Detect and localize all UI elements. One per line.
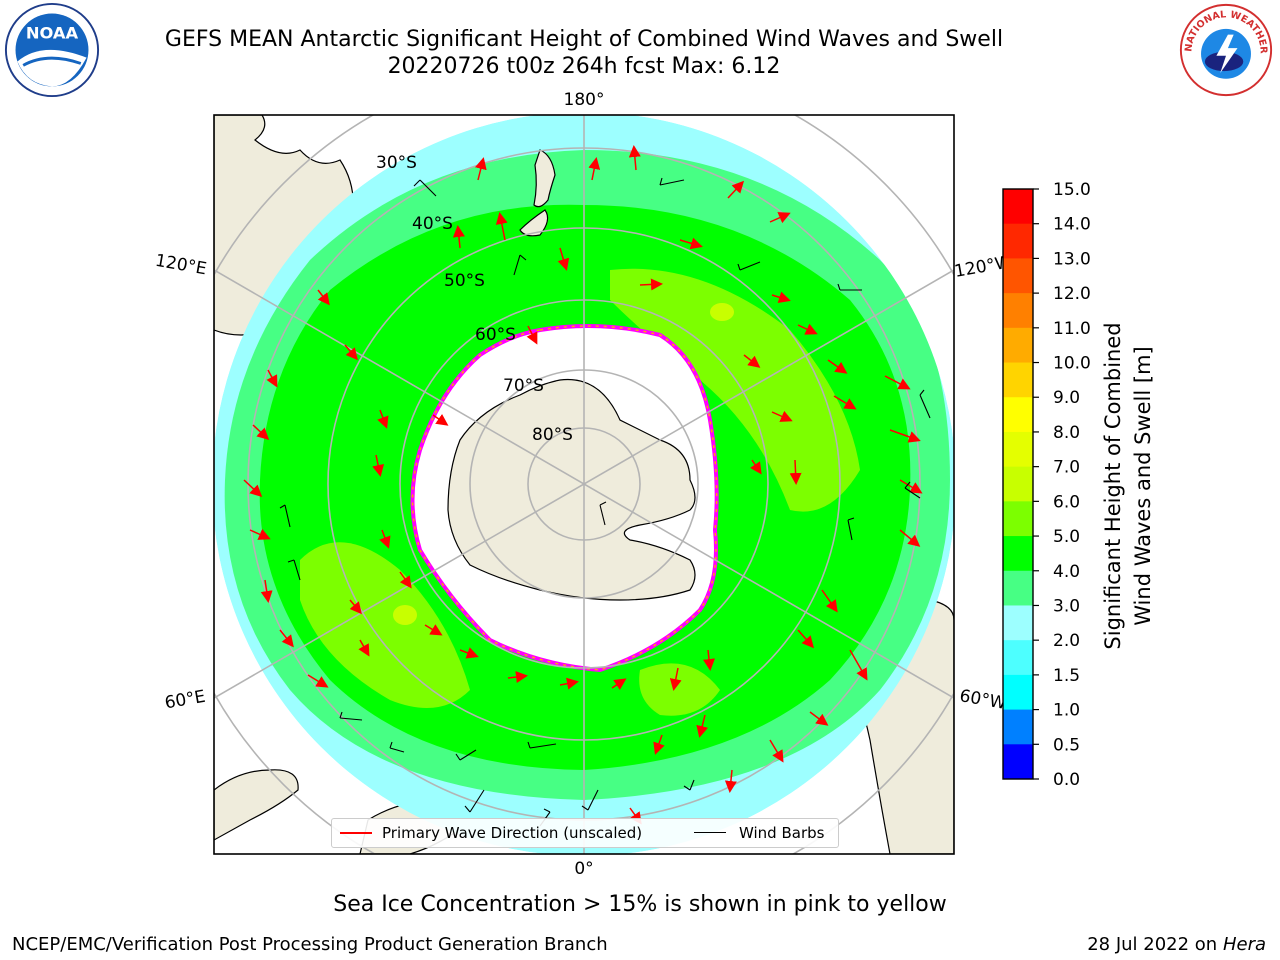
colorbar-frame: [1002, 188, 1034, 780]
lon-label-120e: 120°E: [154, 251, 208, 280]
map-title-line1: GEFS MEAN Antarctic Significant Height o…: [164, 27, 1004, 52]
lat-label-30s: 30°S: [376, 153, 417, 173]
colorbar-tick-label: 0.5: [1053, 735, 1080, 755]
colorbar-label-line2: Wind Waves and Swell [m]: [1131, 346, 1155, 626]
lon-label-180: 180°: [564, 90, 605, 110]
colorbar-segment: [1003, 570, 1033, 606]
colorbar-tick-label: 11.0: [1053, 319, 1091, 339]
lat-label-70s: 70°S: [503, 376, 544, 396]
colorbar-segment: [1003, 189, 1033, 225]
noaa-logo-text: NOAA: [26, 23, 79, 42]
colorbar-segment: [1003, 536, 1033, 572]
colorbar-segment: [1003, 223, 1033, 259]
map-frame: [213, 114, 955, 855]
wave-direction-swatch: [340, 832, 372, 834]
colorbar-tick-label: 3.0: [1053, 596, 1080, 616]
colorbar-tick-label: 0.0: [1053, 770, 1080, 790]
lat-label-40s: 40°S: [412, 214, 453, 234]
colorbar-tick-label: 2.0: [1053, 631, 1080, 651]
colorbar-segment: [1003, 744, 1033, 780]
map-frame-content: [214, 115, 954, 854]
new-zealand: [519, 149, 556, 237]
colorbar-segment: [1003, 293, 1033, 329]
colorbar-tick-label: 1.5: [1053, 666, 1080, 686]
colorbar-ticks: 15.0 14.0 13.0 12.0 11.0 10.0 9.0 8.0 7.0 6.0 5.0 4…: [1033, 180, 1091, 790]
colorbar-segment: [1003, 327, 1033, 364]
colorbar-label-line1: Significant Height of Combined: [1101, 322, 1125, 650]
lon-label-60e: 60°E: [163, 687, 207, 714]
lat-label-80s: 80°S: [532, 425, 573, 445]
colorbar-segment: [1003, 258, 1033, 294]
lat-label-60s: 60°S: [475, 325, 516, 345]
noaa-logo-icon: NOAA: [4, 2, 100, 98]
colorbar: [1003, 189, 1033, 780]
lon-label-60w: 60°W: [958, 686, 1008, 714]
footer-date-text: 28 Jul 2022 on: [1087, 934, 1223, 955]
lon-label-0: 0°: [574, 859, 593, 879]
footer-credit: NCEP/EMC/Verification Post Processing Pr…: [12, 934, 608, 955]
map-title-line2: 20220726 t00z 264h fcst Max: 6.12: [387, 54, 781, 79]
colorbar-tick-label: 15.0: [1053, 180, 1091, 200]
legend-wave-direction: Primary Wave Direction (unscaled): [382, 824, 643, 842]
colorbar-segment: [1003, 397, 1033, 433]
colorbar-tick-label: 7.0: [1053, 458, 1080, 478]
colorbar-segment: [1003, 362, 1033, 398]
colorbar-segment: [1003, 674, 1033, 711]
colorbar-segment: [1003, 431, 1033, 468]
colorbar-segment: [1003, 640, 1033, 676]
colorbar-tick-label: 1.0: [1053, 701, 1080, 721]
lat-label-50s: 50°S: [444, 271, 485, 291]
colorbar-tick-label: 14.0: [1053, 215, 1091, 235]
antarctica: [447, 378, 696, 601]
colorbar-tick-label: 4.0: [1053, 562, 1080, 582]
footer-date: 28 Jul 2022 on Hera: [1087, 934, 1266, 955]
colorbar-tick-label: 9.0: [1053, 388, 1080, 408]
wind-barbs: [279, 177, 931, 827]
wind-barb-swatch: [694, 832, 726, 833]
nws-logo-icon: NATIONAL WEATHER SERVICE: [1178, 2, 1273, 97]
colorbar-tick-label: 12.0: [1053, 284, 1091, 304]
colorbar-tick-label: 6.0: [1053, 492, 1080, 512]
colorbar-tick-label: 5.0: [1053, 527, 1080, 547]
colorbar-tick-label: 8.0: [1053, 423, 1080, 443]
colorbar-segment: [1003, 605, 1033, 641]
legend-wind-barbs: Wind Barbs: [739, 824, 825, 842]
sea-ice-note: Sea Ice Concentration > 15% is shown in …: [333, 892, 947, 917]
footer-machine: Hera: [1222, 934, 1266, 955]
colorbar-segment: [1003, 466, 1033, 502]
map-legend: Primary Wave Direction (unscaled) Wind B…: [331, 818, 839, 848]
colorbar-segment: [1003, 709, 1033, 745]
wave-direction-arrows: [243, 145, 923, 825]
colorbar-tick-label: 13.0: [1053, 249, 1091, 269]
colorbar-tick-label: 10.0: [1053, 354, 1091, 374]
colorbar-segment: [1003, 501, 1033, 537]
